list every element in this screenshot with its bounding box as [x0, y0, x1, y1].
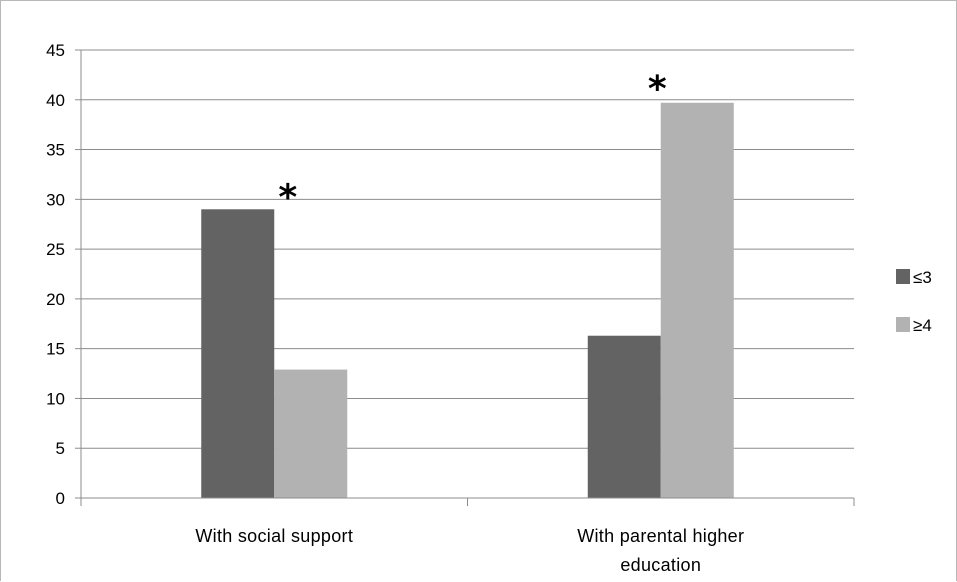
- legend-swatch: [896, 317, 910, 332]
- bar: [274, 369, 348, 498]
- y-tick-label: 0: [56, 489, 65, 508]
- bar: [587, 335, 661, 498]
- x-category-label: With social support: [195, 526, 353, 546]
- y-tick-label: 40: [46, 91, 65, 110]
- y-tick-label: 5: [56, 439, 65, 458]
- y-tick-label: 15: [46, 340, 65, 359]
- legend-label: ≤3: [913, 268, 932, 287]
- labels: 0 5 10 15 20 25 30 35 40 45 With social support Wit…: [46, 41, 744, 575]
- significance-marker: *: [278, 177, 297, 218]
- y-tick-label: 45: [46, 41, 65, 60]
- bar: [660, 102, 734, 499]
- y-tick-label: 10: [46, 389, 65, 408]
- y-tick-label: 20: [46, 290, 65, 309]
- legend-swatch: [896, 269, 910, 284]
- axes: [75, 49, 855, 506]
- legend: ≤3 ≥4: [896, 268, 932, 335]
- gridlines: [81, 49, 854, 449]
- bar: [201, 209, 275, 499]
- significance-marker: *: [648, 69, 667, 110]
- legend-label: ≥4: [913, 316, 932, 335]
- y-tick-label: 30: [46, 190, 65, 209]
- y-tick-label: 35: [46, 141, 65, 160]
- bars: [201, 102, 734, 499]
- y-tick-label: 25: [46, 240, 65, 259]
- x-category-label: education: [620, 555, 701, 575]
- x-category-label: With parental higher: [577, 526, 744, 546]
